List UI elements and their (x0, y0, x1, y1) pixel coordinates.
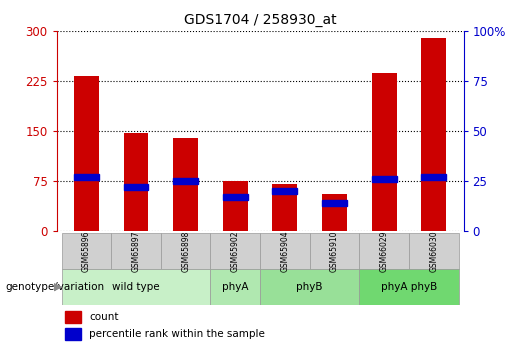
Text: phyB: phyB (297, 282, 323, 292)
Bar (211, 269, 260, 305)
Title: GDS1704 / 258930_at: GDS1704 / 258930_at (184, 13, 336, 27)
Bar (421, 38, 446, 231)
Text: GSM66029: GSM66029 (380, 230, 389, 272)
Text: GSM65902: GSM65902 (231, 230, 240, 272)
Bar (111, 233, 161, 269)
Bar (173, 178, 198, 184)
Bar (74, 175, 99, 180)
Bar (322, 200, 347, 206)
Bar (359, 269, 458, 305)
Bar (74, 76, 99, 231)
Bar (260, 233, 310, 269)
Bar (260, 269, 359, 305)
Text: GSM65910: GSM65910 (330, 230, 339, 272)
Text: wild type: wild type (112, 282, 160, 292)
Text: GSM65904: GSM65904 (280, 230, 289, 272)
Bar (173, 138, 198, 231)
Text: GSM65897: GSM65897 (131, 230, 141, 272)
Text: ▶: ▶ (54, 282, 63, 292)
Bar (62, 269, 211, 305)
Text: GSM65898: GSM65898 (181, 230, 190, 272)
Bar (359, 233, 409, 269)
Text: genotype/variation: genotype/variation (5, 282, 104, 292)
Bar (161, 233, 211, 269)
Bar (65, 328, 81, 340)
Text: phyA: phyA (222, 282, 249, 292)
Text: GSM66030: GSM66030 (429, 230, 438, 272)
Text: GSM65896: GSM65896 (82, 230, 91, 272)
Bar (65, 310, 81, 323)
Bar (372, 176, 397, 182)
Bar (223, 195, 248, 200)
Bar (211, 233, 260, 269)
Bar (310, 233, 359, 269)
Bar (223, 181, 248, 231)
Bar (272, 185, 297, 231)
Bar (322, 195, 347, 231)
Bar (124, 185, 148, 190)
Bar (372, 73, 397, 231)
Bar (124, 133, 148, 231)
Bar (62, 233, 111, 269)
Text: percentile rank within the sample: percentile rank within the sample (89, 329, 265, 339)
Bar (409, 233, 458, 269)
Text: count: count (89, 312, 118, 322)
Bar (272, 188, 297, 194)
Text: phyA phyB: phyA phyB (381, 282, 437, 292)
Bar (421, 175, 446, 180)
